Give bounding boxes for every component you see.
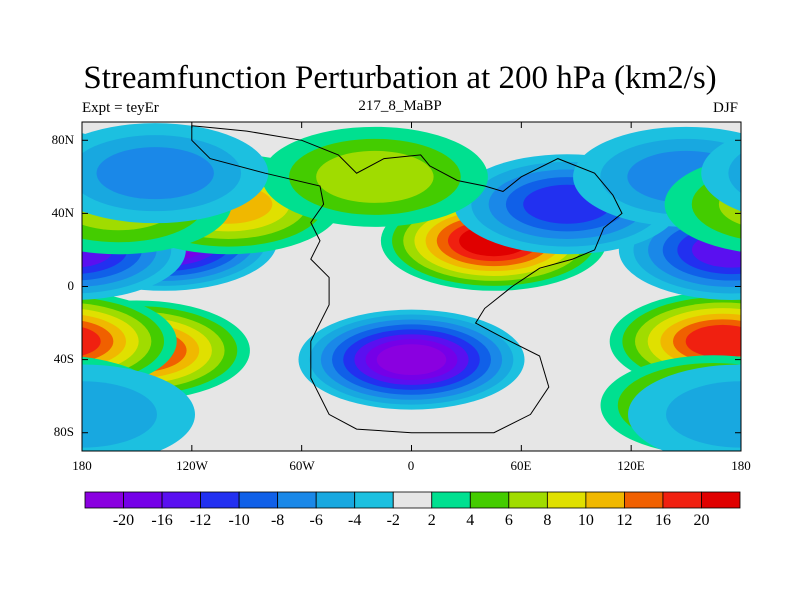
colorbar-swatch bbox=[585, 491, 625, 509]
contour-level bbox=[82, 167, 86, 187]
contour-level bbox=[0, 162, 4, 247]
y-tick-label: 0 bbox=[67, 278, 75, 293]
colorbar-swatch bbox=[469, 491, 510, 509]
colorbar-swatch bbox=[392, 491, 433, 509]
y-tick-label: 40S bbox=[53, 351, 74, 366]
contour-level bbox=[789, 225, 800, 256]
colorbar-swatch bbox=[624, 491, 664, 509]
contour-level bbox=[728, 153, 741, 194]
colorbar-swatch bbox=[238, 491, 279, 509]
colorbar-swatch bbox=[84, 491, 124, 509]
colorbar-label: 10 bbox=[577, 512, 594, 529]
contour-level bbox=[774, 154, 800, 254]
contour-fill bbox=[0, 123, 800, 451]
contour-level bbox=[376, 344, 447, 376]
run-label: 217_8_MaBP bbox=[358, 98, 442, 114]
colorbar-label: 6 bbox=[504, 512, 513, 529]
colorbar-label: -16 bbox=[151, 512, 173, 529]
colorbar-label: 4 bbox=[466, 512, 475, 529]
colorbar-swatch bbox=[662, 491, 702, 509]
contour-level bbox=[766, 216, 800, 267]
colorbar-label: 12 bbox=[616, 512, 633, 529]
contour-level bbox=[733, 337, 741, 364]
colorbar-swatch bbox=[354, 491, 394, 509]
colorbar-swatch bbox=[315, 491, 356, 509]
y-tick-label: 80S bbox=[53, 424, 74, 439]
chart-title: Streamfunction Perturbation at 200 hPa (… bbox=[83, 60, 717, 96]
colorbar-label: -4 bbox=[348, 512, 362, 529]
contour-level bbox=[792, 162, 800, 247]
colorbar-swatch bbox=[161, 491, 201, 509]
colorbar-swatch bbox=[508, 491, 548, 509]
x-tick-label: 120W bbox=[176, 458, 208, 473]
colorbar-label: -20 bbox=[112, 512, 135, 529]
contour-level bbox=[756, 147, 800, 199]
contour-level bbox=[685, 324, 741, 358]
contour-level bbox=[777, 220, 800, 261]
colorbar-label: -12 bbox=[189, 512, 212, 529]
y-tick-label: 80N bbox=[51, 132, 74, 147]
contour-level bbox=[82, 381, 157, 448]
contour-level bbox=[732, 224, 741, 258]
x-tick-label: 60E bbox=[510, 458, 532, 473]
x-tick-label: 180 bbox=[72, 458, 92, 473]
contour-level bbox=[759, 334, 800, 367]
colorbar-swatch bbox=[701, 491, 741, 509]
x-tick-label: 120E bbox=[617, 458, 645, 473]
colorbar-swatch bbox=[431, 491, 471, 509]
colorbar-swatch bbox=[546, 491, 587, 509]
contour-level bbox=[701, 135, 741, 212]
y-tick-label: 40N bbox=[51, 205, 74, 220]
colorbar-label: 16 bbox=[654, 512, 671, 529]
continent-outline bbox=[191, 125, 623, 434]
x-tick-label: 0 bbox=[407, 458, 415, 473]
experiment-label: Expt = teyEr bbox=[82, 100, 159, 116]
colorbar-swatch bbox=[123, 491, 163, 509]
contour-level bbox=[82, 327, 101, 356]
contour-level bbox=[755, 211, 800, 271]
colorbar-label: -10 bbox=[228, 512, 250, 529]
colorbar-label: 20 bbox=[693, 512, 710, 529]
season-label: DJF bbox=[712, 100, 738, 116]
contour-level bbox=[316, 150, 434, 203]
colorbar-label: 2 bbox=[427, 512, 436, 529]
colorbar-swatch bbox=[277, 491, 317, 509]
colorbar-label: -6 bbox=[309, 512, 323, 529]
colorbar-label: 8 bbox=[543, 512, 552, 529]
contour-level bbox=[96, 147, 214, 200]
x-tick-label: 180 bbox=[731, 458, 751, 473]
x-tick-label: 60W bbox=[289, 458, 315, 473]
colorbar-swatch bbox=[200, 491, 240, 509]
contour-level bbox=[666, 381, 741, 448]
contour-level bbox=[744, 206, 800, 276]
colorbar-label: -8 bbox=[270, 512, 285, 529]
contour-level bbox=[746, 328, 800, 372]
colorbar-label: -2 bbox=[386, 512, 400, 529]
